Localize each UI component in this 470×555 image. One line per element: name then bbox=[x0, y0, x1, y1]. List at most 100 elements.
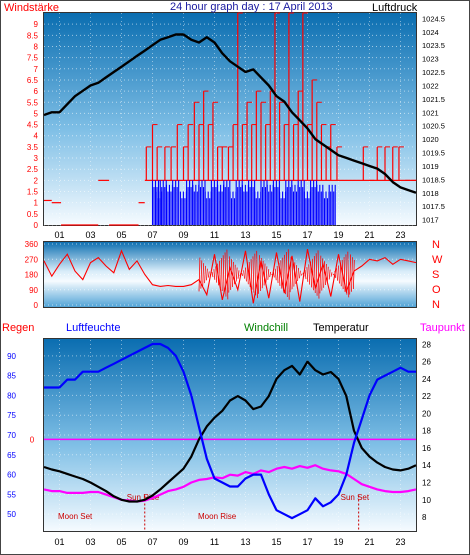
wind-direction-jitter bbox=[252, 256, 255, 293]
pressure-tick-label: 1020 bbox=[422, 135, 439, 144]
wind-direction-jitter bbox=[258, 255, 260, 294]
wind-direction-jitter bbox=[254, 253, 257, 296]
wind-direction-jitter bbox=[312, 258, 314, 291]
wind-direction-jitter bbox=[204, 265, 206, 284]
hour-tick-label: 23 bbox=[395, 230, 405, 240]
pressure-tick-label: 1019 bbox=[422, 162, 439, 171]
wind-direction-jitter bbox=[211, 271, 214, 278]
wind-direction-jitter bbox=[347, 251, 350, 298]
humidity-tick-label: 55 bbox=[7, 490, 16, 499]
wind-direction-jitter bbox=[237, 270, 240, 279]
moonset-label: Moon Set bbox=[58, 512, 93, 521]
humidity-tick-label: 90 bbox=[7, 352, 16, 361]
wind-direction-jitter bbox=[339, 262, 342, 287]
windchill-legend: Windchill bbox=[244, 322, 288, 334]
wind-direction-jitter bbox=[297, 267, 299, 282]
wind-tick-label: 2 bbox=[34, 176, 39, 185]
wind-direction-jitter bbox=[219, 260, 221, 289]
wind-direction-jitter bbox=[265, 266, 268, 283]
hour-tick-label: 15 bbox=[271, 230, 281, 240]
wind-direction-jitter bbox=[326, 266, 329, 283]
temperature-tick-label: 20 bbox=[422, 409, 431, 418]
hour-tick-label: 03 bbox=[85, 230, 95, 240]
hour-tick-label: 07 bbox=[147, 230, 157, 240]
wind-tick-label: 4 bbox=[34, 132, 39, 141]
wind-direction-jitter bbox=[276, 265, 279, 284]
wind-direction-jitter bbox=[349, 254, 351, 295]
wind-direction-jitter bbox=[226, 249, 229, 300]
chart-marks: 00.511.522.533.544.555.566.577.588.59101… bbox=[7, 12, 445, 547]
wind-direction-jitter bbox=[299, 270, 301, 279]
temperature-tick-label: 22 bbox=[422, 392, 431, 401]
pressure-tick-label: 1024.5 bbox=[422, 14, 445, 23]
wind-direction-jitter bbox=[228, 256, 231, 293]
wind-direction-jitter bbox=[287, 249, 290, 300]
humidity-tick-label: 75 bbox=[7, 411, 16, 420]
wind-direction-jitter bbox=[217, 263, 219, 286]
wind-direction-jitter bbox=[261, 260, 264, 289]
wind-direction-jitter bbox=[313, 255, 316, 294]
pressure-tick-label: 1021.5 bbox=[422, 95, 445, 104]
humidity-line bbox=[44, 342, 416, 520]
wind-axis-title: Windstärke bbox=[4, 2, 59, 14]
hour-tick-label: 23 bbox=[395, 537, 405, 547]
temperature-tick-label: 28 bbox=[422, 340, 431, 349]
wind-direction-jitter bbox=[282, 257, 285, 292]
dewpoint-line bbox=[43, 464, 417, 503]
pressure-tick-label: 1017 bbox=[422, 216, 439, 225]
wind-direction-jitter bbox=[278, 263, 281, 286]
hour-tick-label: 13 bbox=[240, 537, 250, 547]
wind-direction-jitter bbox=[315, 253, 318, 296]
wind-direction-jitter bbox=[248, 261, 251, 288]
pressure-tick-label: 1018 bbox=[422, 189, 439, 198]
direction-tick-label: 270 bbox=[25, 255, 39, 264]
wind-direction-jitter bbox=[246, 264, 249, 285]
pressure-tick-label: 1020.5 bbox=[422, 122, 445, 131]
wind-direction-jitter bbox=[269, 271, 272, 278]
wind-tick-label: 5 bbox=[34, 109, 39, 118]
wind-direction-jitter bbox=[325, 263, 327, 286]
hour-tick-label: 17 bbox=[302, 537, 312, 547]
pressure-tick-label: 1021 bbox=[422, 108, 439, 117]
compass-label: S bbox=[432, 269, 439, 281]
wind-direction-jitter bbox=[351, 257, 353, 292]
compass-label: W bbox=[432, 254, 443, 266]
temperature-tick-label: 24 bbox=[422, 375, 431, 384]
hour-tick-label: 09 bbox=[178, 230, 188, 240]
rain-tick-label: 0 bbox=[30, 435, 35, 444]
temperature-tick-label: 10 bbox=[422, 496, 431, 505]
hour-tick-label: 15 bbox=[271, 537, 281, 547]
wind-direction-jitter bbox=[235, 267, 238, 282]
compass-label: O bbox=[432, 284, 441, 296]
wind-direction-jitter bbox=[198, 257, 201, 292]
wind-tick-label: 0 bbox=[34, 221, 39, 230]
hour-tick-label: 13 bbox=[240, 230, 250, 240]
wind-direction-jitter bbox=[250, 259, 253, 290]
wind-direction-jitter bbox=[280, 260, 283, 289]
direction-tick-label: 0 bbox=[34, 301, 39, 310]
wind-direction-jitter bbox=[263, 263, 266, 286]
direction-tick-label: 360 bbox=[25, 240, 39, 249]
wind-direction-jitter bbox=[330, 272, 333, 277]
chart-title: 24 hour graph day : 17 April 2013 bbox=[170, 1, 333, 13]
temperature-humidity-plot-area bbox=[43, 338, 417, 532]
wind-tick-label: 1 bbox=[34, 199, 39, 208]
wind-direction-jitter bbox=[336, 268, 338, 281]
pressure-tick-label: 1018.5 bbox=[422, 175, 445, 184]
wind-direction-jitter bbox=[233, 264, 236, 285]
wind-direction-jitter bbox=[319, 255, 322, 294]
wind-direction-jitter bbox=[291, 259, 294, 290]
wind-tick-label: 5.5 bbox=[27, 98, 39, 107]
humidity-tick-label: 85 bbox=[7, 372, 16, 381]
temperature-tick-label: 26 bbox=[422, 358, 431, 367]
pressure-tick-label: 1022.5 bbox=[422, 68, 445, 77]
direction-tick-label: 180 bbox=[25, 271, 39, 280]
wind-direction-jitter bbox=[338, 265, 340, 284]
wind-tick-label: 3.5 bbox=[27, 143, 39, 152]
wind-tick-label: 6.5 bbox=[27, 76, 39, 85]
wind-direction-jitter bbox=[243, 270, 245, 279]
humidity-tick-label: 60 bbox=[7, 471, 16, 480]
hour-tick-label: 11 bbox=[210, 230, 219, 240]
